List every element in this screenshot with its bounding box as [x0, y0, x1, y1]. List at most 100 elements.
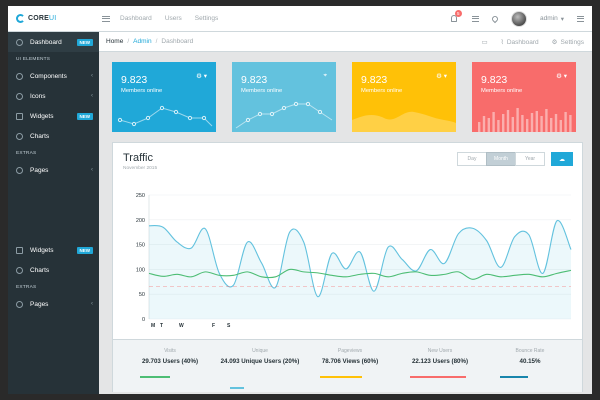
- spark-bar: [569, 115, 572, 132]
- stat-value: 22.123 Users (80%): [411, 358, 469, 365]
- spark-bar: [545, 109, 548, 132]
- breadcrumb-home[interactable]: Home: [106, 38, 124, 45]
- star-icon: [16, 300, 23, 308]
- widget-label: Members online: [121, 88, 163, 94]
- spark-bar: [526, 119, 529, 132]
- sidebar-item-label: Charts: [30, 266, 50, 274]
- chevron-left-icon: ‹: [91, 73, 93, 79]
- stat-bounce-rate: Bounce Rate 40.15%: [485, 348, 575, 378]
- y-tick-label: 100: [136, 267, 145, 273]
- breadcrumb-dashboard-link[interactable]: ⌇ Dashboard: [500, 38, 539, 46]
- x-tick-label: T: [160, 323, 163, 329]
- user-menu[interactable]: admin ▾: [540, 15, 564, 23]
- spark-bar: [506, 110, 510, 132]
- sidebar-item-dashboard[interactable]: Dashboard NEW: [8, 32, 99, 52]
- bell-icon: [451, 14, 458, 22]
- puzzle-icon: [16, 72, 23, 80]
- brand-logo[interactable]: COREUI: [8, 6, 98, 32]
- stat-progress: [500, 376, 528, 378]
- widget-label: Members online: [241, 88, 283, 94]
- location-icon[interactable]: [490, 14, 500, 23]
- sidebar-toggle-icon[interactable]: [102, 15, 110, 22]
- breadcrumb-settings-link[interactable]: ⚙ Settings: [551, 38, 584, 46]
- sidebar-item-widgets[interactable]: Widgets NEW: [8, 240, 99, 260]
- stat-value: 24.093 Unique Users (20%): [220, 358, 300, 365]
- brand-name: CORE: [28, 15, 50, 22]
- stat-unique: Unique 24.093 Unique Users (20%): [215, 348, 305, 389]
- sidebar-item-charts[interactable]: Charts: [8, 260, 99, 280]
- gear-icon[interactable]: ⚙ ▾: [556, 73, 567, 80]
- stat-label: Bounce Rate: [515, 348, 545, 354]
- sidebar-item-label: Dashboard: [30, 38, 62, 46]
- sidebar-section-title: EXTRAS: [16, 150, 37, 156]
- stat-widget: 9.823 Members online ⚙ ▾: [112, 62, 216, 132]
- sidebar-item-label: Widgets: [30, 112, 54, 120]
- traffic-chart: 0 50 100 150 200 250 M T W F S: [136, 193, 572, 329]
- app-window: COREUI Dashboard Users Settings 5 admin …: [8, 6, 592, 394]
- stat-widget: 9.823 Members online ⌖: [232, 62, 336, 132]
- sidebar-item-label: Icons: [30, 92, 46, 100]
- card-subtitle: November 2015: [123, 166, 158, 171]
- new-badge: NEW: [76, 38, 93, 46]
- sidebar-item-label: Components: [30, 72, 67, 80]
- speech-icon[interactable]: ▭: [481, 38, 488, 46]
- sidebar-item-label: Charts: [30, 132, 50, 140]
- widget-label: Members online: [481, 88, 523, 94]
- app-header: COREUI Dashboard Users Settings 5 admin …: [8, 6, 592, 32]
- stats-footer: Visits 29.703 Users (40%) Unique 24.093 …: [113, 339, 582, 392]
- chevron-left-icon: ‹: [91, 93, 93, 99]
- stat-visits: Visits 29.703 Users (40%): [125, 348, 215, 378]
- y-tick-label: 0: [142, 317, 145, 323]
- list-icon[interactable]: [472, 15, 480, 22]
- breadcrumb-admin[interactable]: Admin: [133, 38, 152, 45]
- stat-widget: 9.823 Members online ⚙ ▾: [352, 62, 456, 132]
- sidebar-item-icons[interactable]: Icons ‹: [8, 86, 99, 106]
- widget-bars: [478, 108, 572, 132]
- spark-bar: [502, 114, 505, 132]
- widget-label: Members online: [361, 88, 403, 94]
- y-tick-label: 200: [136, 218, 145, 224]
- widget-value: 9.823: [121, 74, 148, 86]
- sidebar: Dashboard NEW UI ELEMENTS Components ‹ I…: [8, 32, 99, 394]
- series-line-2: [148, 268, 572, 280]
- spark-bar: [550, 118, 553, 132]
- sidebar-section-title: UI ELEMENTS: [16, 56, 51, 62]
- notifications-button[interactable]: 5: [451, 9, 462, 23]
- download-button[interactable]: ☁: [551, 152, 573, 166]
- period-day-button[interactable]: Day: [457, 152, 487, 166]
- stat-progress: [230, 387, 244, 389]
- x-tick-label: M: [151, 323, 155, 329]
- widget-sparkline: [117, 105, 213, 127]
- breadcrumb: Home / Admin / Dashboard ▭ ⌇ Dashboard ⚙ S…: [99, 32, 592, 52]
- x-tick-label: W: [179, 323, 184, 329]
- x-tick-label: F: [212, 323, 215, 329]
- spark-bar: [478, 122, 481, 132]
- stat-value: 40.15%: [519, 358, 541, 365]
- topnav-dashboard[interactable]: Dashboard: [120, 15, 152, 22]
- topnav-users[interactable]: Users: [164, 15, 182, 22]
- series-line-1: [148, 220, 572, 298]
- sidebar-item-widgets[interactable]: Widgets NEW: [8, 106, 99, 126]
- widget-value: 9.823: [481, 74, 508, 86]
- sidebar-item-charts[interactable]: Charts: [8, 126, 99, 146]
- sidebar-item-components[interactable]: Components ‹: [8, 66, 99, 86]
- gear-icon: ⚙: [551, 38, 558, 46]
- star-icon: [16, 92, 23, 100]
- widget-value: 9.823: [361, 74, 388, 86]
- caret-down-icon: ▾: [560, 15, 564, 23]
- aside-toggle-icon[interactable]: [577, 15, 584, 22]
- gear-icon[interactable]: ⚙ ▾: [196, 73, 207, 80]
- stat-new-users: New Users 22.123 Users (80%): [395, 348, 485, 378]
- topnav-settings[interactable]: Settings: [194, 15, 219, 22]
- calculator-icon: [16, 112, 23, 120]
- period-month-button[interactable]: Month: [486, 152, 516, 166]
- map-marker-icon[interactable]: ⌖: [323, 72, 327, 79]
- gear-icon[interactable]: ⚙ ▾: [436, 73, 447, 80]
- sidebar-item-pages[interactable]: Pages ‹: [8, 294, 99, 314]
- brand-suffix: UI: [49, 15, 57, 22]
- chevron-left-icon: ‹: [91, 167, 93, 173]
- avatar[interactable]: [511, 10, 528, 27]
- period-year-button[interactable]: Year: [515, 152, 545, 166]
- stat-progress: [140, 376, 170, 378]
- sidebar-item-pages[interactable]: Pages ‹: [8, 160, 99, 180]
